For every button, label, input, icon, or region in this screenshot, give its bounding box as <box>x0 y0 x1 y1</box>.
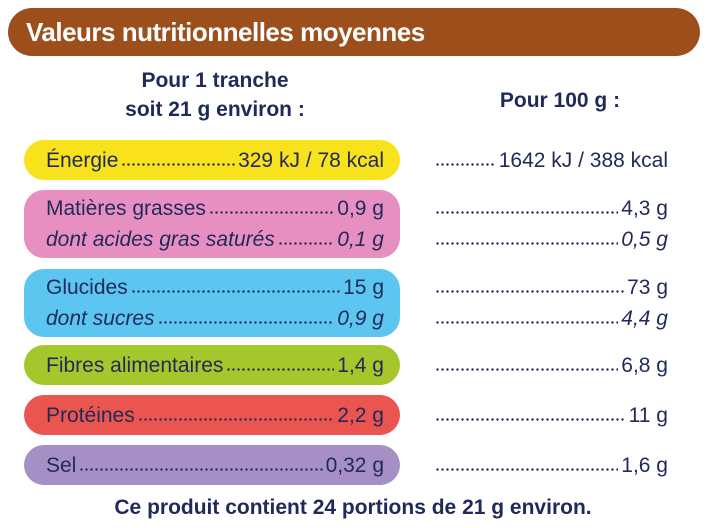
nutrient-label: Glucides <box>46 276 128 299</box>
dot-leader <box>121 160 236 167</box>
column-head-100g: Pour 100 g : <box>499 89 621 112</box>
per-100g-cell: 4,3 g 0,5 g <box>432 190 668 258</box>
nutrient-line: Sel 0,32 g <box>46 450 384 481</box>
title: Valeurs nutritionnelles moyennes <box>26 17 425 47</box>
nutrient-label: Protéines <box>46 403 135 427</box>
dot-leader <box>435 209 619 215</box>
per-100g-line: 1642 kJ / 388 kcal <box>432 145 668 176</box>
nutrient-line: Fibres alimentaires 1,4 g <box>46 350 384 381</box>
nutrient-pill: Énergie 329 kJ / 78 kcal <box>24 140 400 180</box>
nutrient-line: Énergie 329 kJ / 78 kcal <box>46 145 384 176</box>
per-100g-value: 1642 kJ / 388 kcal <box>498 148 668 172</box>
nutrient-pill: Sel 0,32 g <box>24 445 400 485</box>
per-100g-value: 1,6 g <box>621 453 668 477</box>
nutrient-label: dont sucres <box>46 307 155 330</box>
dot-leader <box>226 365 335 372</box>
dot-leader <box>435 365 619 372</box>
dot-leader <box>435 319 619 325</box>
nutrient-line: Glucides 15 g <box>46 272 384 303</box>
per-100g-cell: 11 g <box>432 395 668 435</box>
footer: Ce produit contient 24 portions de 21 g … <box>114 496 592 519</box>
dot-leader <box>277 240 335 246</box>
per-portion-value: 0,9 g <box>337 307 384 330</box>
per-100g-cell: 6,8 g <box>432 345 668 385</box>
per-portion-value: 329 kJ / 78 kcal <box>238 148 384 172</box>
nutrient-pill: Fibres alimentaires 1,4 g <box>24 345 400 385</box>
per-100g-cell: 73 g 4,4 g <box>432 269 668 337</box>
dot-leader <box>435 288 625 294</box>
dot-leader <box>435 160 496 167</box>
nutrient-label: dont acides gras saturés <box>46 228 275 251</box>
nutrient-line: dont sucres 0,9 g <box>46 303 384 334</box>
column-head-portion: Pour 1 tranche soit 21 g environ : <box>100 66 330 124</box>
dot-leader <box>137 415 335 422</box>
dot-leader <box>435 415 626 422</box>
nutrient-label: Fibres alimentaires <box>46 353 224 377</box>
per-100g-cell: 1,6 g <box>432 445 668 485</box>
dot-leader <box>157 319 335 325</box>
per-100g-line: 0,5 g <box>432 224 668 255</box>
per-portion-value: 0,9 g <box>337 197 384 220</box>
per-100g-value: 73 g <box>627 276 668 299</box>
dot-leader <box>435 240 619 246</box>
per-100g-line: 6,8 g <box>432 350 668 381</box>
nutrient-line: Protéines 2,2 g <box>46 400 384 431</box>
per-portion-value: 0,1 g <box>337 228 384 251</box>
per-100g-value: 4,3 g <box>621 197 668 220</box>
per-100g-value: 4,4 g <box>621 307 668 330</box>
header-bar: Valeurs nutritionnelles moyennes <box>8 8 700 56</box>
nutrient-label: Matières grasses <box>46 197 206 220</box>
nutrient-label: Énergie <box>46 148 119 172</box>
per-portion-value: 2,2 g <box>337 403 384 427</box>
per-portion-value: 15 g <box>343 276 384 299</box>
per-100g-cell: 1642 kJ / 388 kcal <box>432 140 668 180</box>
nutrient-pill: Glucides 15 g dont sucres 0,9 g <box>24 269 400 337</box>
nutrient-label: Sel <box>46 453 77 477</box>
per-portion-value: 0,32 g <box>325 453 384 477</box>
per-100g-value: 6,8 g <box>621 353 668 377</box>
column-head-line: soit 21 g environ : <box>125 98 305 121</box>
dot-leader <box>208 209 335 215</box>
per-100g-line: 4,4 g <box>432 303 668 334</box>
per-portion-value: 1,4 g <box>337 353 384 377</box>
nutrient-line: Matières grasses 0,9 g <box>46 193 384 224</box>
per-100g-line: 11 g <box>432 400 668 431</box>
per-100g-value: 11 g <box>628 403 668 427</box>
nutrient-pill: Protéines 2,2 g <box>24 395 400 435</box>
dot-leader <box>130 288 341 294</box>
nutrient-pill: Matières grasses 0,9 g dont acides gras sa… <box>24 190 400 258</box>
nutrient-line: dont acides gras saturés 0,1 g <box>46 224 384 255</box>
dot-leader <box>79 465 323 472</box>
column-head-line: Pour 1 tranche <box>141 69 289 92</box>
dot-leader <box>435 465 619 472</box>
per-100g-line: 4,3 g <box>432 193 668 224</box>
per-100g-value: 0,5 g <box>621 228 668 251</box>
per-100g-line: 73 g <box>432 272 668 303</box>
per-100g-line: 1,6 g <box>432 450 668 481</box>
